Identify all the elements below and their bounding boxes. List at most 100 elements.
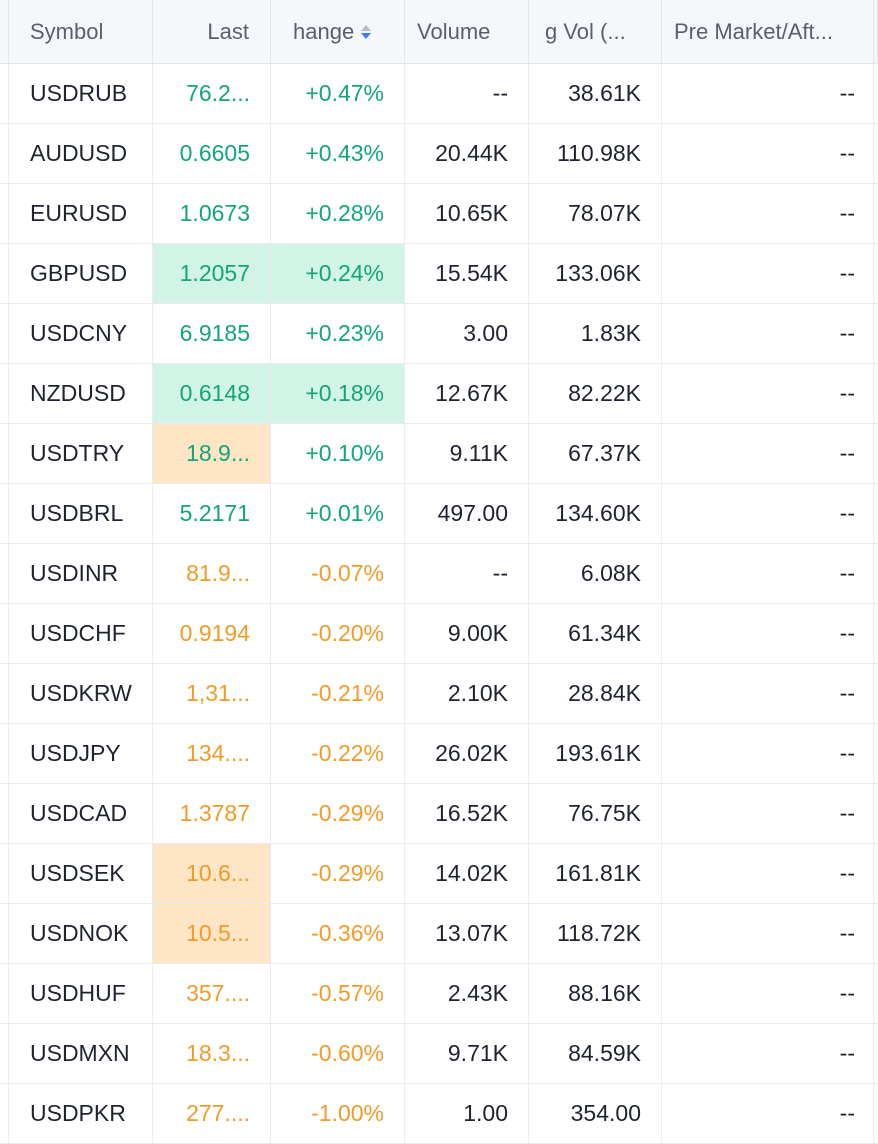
table-row[interactable]: USDPKR 277.... -1.00% 1.00 354.00 -- [0,1084,878,1144]
volume-cell: 14.02K [405,844,529,903]
last-price-cell: 277.... [153,1084,271,1143]
row-edge [874,484,878,543]
row-spacer [0,544,9,603]
row-spacer [0,844,9,903]
last-price-cell: 81.9... [153,544,271,603]
symbol-cell[interactable]: EURUSD [9,184,153,243]
table-row[interactable]: USDJPY 134.... -0.22% 26.02K 193.61K -- [0,724,878,784]
change-cell: +0.10% [271,424,405,483]
row-edge [874,664,878,723]
table-row[interactable]: USDTRY 18.9... +0.10% 9.11K 67.37K -- [0,424,878,484]
last-price-cell: 0.6605 [153,124,271,183]
last-price-cell: 1,31... [153,664,271,723]
volume-cell: -- [405,544,529,603]
symbol-cell[interactable]: USDSEK [9,844,153,903]
table-row[interactable]: USDCNY 6.9185 +0.23% 3.00 1.83K -- [0,304,878,364]
table-row[interactable]: USDCAD 1.3787 -0.29% 16.52K 76.75K -- [0,784,878,844]
symbol-cell[interactable]: USDCAD [9,784,153,843]
symbol-cell[interactable]: USDPKR [9,1084,153,1143]
symbol-cell[interactable]: USDCHF [9,604,153,663]
table-row[interactable]: USDNOK 10.5... -0.36% 13.07K 118.72K -- [0,904,878,964]
volume-cell: 20.44K [405,124,529,183]
table-row[interactable]: EURUSD 1.0673 +0.28% 10.65K 78.07K -- [0,184,878,244]
row-spacer [0,184,9,243]
symbol-cell[interactable]: USDINR [9,544,153,603]
header-pre-market[interactable]: Pre Market/Aft... [662,0,874,63]
sort-descending-icon[interactable] [361,24,372,39]
avg-volume-cell: 82.22K [529,364,662,423]
pre-market-cell: -- [662,184,874,243]
table-row[interactable]: USDINR 81.9... -0.07% -- 6.08K -- [0,544,878,604]
table-row[interactable]: USDMXN 18.3... -0.60% 9.71K 84.59K -- [0,1024,878,1084]
symbol-cell[interactable]: USDCNY [9,304,153,363]
avg-volume-cell: 78.07K [529,184,662,243]
last-price-cell: 10.5... [153,904,271,963]
change-cell: -0.60% [271,1024,405,1083]
change-cell: +0.01% [271,484,405,543]
header-symbol[interactable]: Symbol [9,0,153,63]
header-avg-vol-label: g Vol (... [545,18,626,44]
table-row[interactable]: USDKRW 1,31... -0.21% 2.10K 28.84K -- [0,664,878,724]
row-edge [874,364,878,423]
last-price-cell: 134.... [153,724,271,783]
table-row[interactable]: GBPUSD 1.2057 +0.24% 15.54K 133.06K -- [0,244,878,304]
table-row[interactable]: USDHUF 357.... -0.57% 2.43K 88.16K -- [0,964,878,1024]
symbol-cell[interactable]: AUDUSD [9,124,153,183]
row-spacer [0,484,9,543]
volume-cell: 13.07K [405,904,529,963]
symbol-cell[interactable]: NZDUSD [9,364,153,423]
table-row[interactable]: USDBRL 5.2171 +0.01% 497.00 134.60K -- [0,484,878,544]
table-row[interactable]: USDSEK 10.6... -0.29% 14.02K 161.81K -- [0,844,878,904]
row-edge [874,424,878,483]
pre-market-cell: -- [662,244,874,303]
header-avg-vol[interactable]: g Vol (... [529,0,662,63]
symbol-cell[interactable]: USDTRY [9,424,153,483]
table-row[interactable]: USDCHF 0.9194 -0.20% 9.00K 61.34K -- [0,604,878,664]
symbol-cell[interactable]: USDKRW [9,664,153,723]
change-cell: +0.24% [271,244,405,303]
volume-cell: -- [405,64,529,123]
volume-cell: 26.02K [405,724,529,783]
table-row[interactable]: USDRUB 76.2... +0.47% -- 38.61K -- [0,64,878,124]
table-row[interactable]: AUDUSD 0.6605 +0.43% 20.44K 110.98K -- [0,124,878,184]
last-price-cell: 1.3787 [153,784,271,843]
pre-market-cell: -- [662,724,874,783]
change-cell: -0.21% [271,664,405,723]
avg-volume-cell: 6.08K [529,544,662,603]
avg-volume-cell: 61.34K [529,604,662,663]
symbol-cell[interactable]: GBPUSD [9,244,153,303]
row-spacer [0,1024,9,1083]
header-volume[interactable]: Volume [405,0,529,63]
last-price-cell: 0.9194 [153,604,271,663]
row-spacer [0,904,9,963]
pre-market-cell: -- [662,964,874,1023]
change-cell: +0.47% [271,64,405,123]
pre-market-cell: -- [662,364,874,423]
volume-cell: 10.65K [405,184,529,243]
pre-market-cell: -- [662,1084,874,1143]
header-change[interactable]: hange [271,0,405,63]
change-cell: +0.28% [271,184,405,243]
volume-cell: 1.00 [405,1084,529,1143]
symbol-cell[interactable]: USDRUB [9,64,153,123]
symbol-cell[interactable]: USDNOK [9,904,153,963]
row-edge [874,244,878,303]
change-cell: +0.43% [271,124,405,183]
row-spacer [0,244,9,303]
volume-cell: 12.67K [405,364,529,423]
row-edge [874,64,878,123]
symbol-cell[interactable]: USDBRL [9,484,153,543]
avg-volume-cell: 354.00 [529,1084,662,1143]
row-edge [874,1024,878,1083]
symbol-cell[interactable]: USDHUF [9,964,153,1023]
pre-market-cell: -- [662,484,874,543]
change-cell: -0.29% [271,844,405,903]
symbol-cell[interactable]: USDMXN [9,1024,153,1083]
pre-market-cell: -- [662,64,874,123]
table-row[interactable]: NZDUSD 0.6148 +0.18% 12.67K 82.22K -- [0,364,878,424]
symbol-cell[interactable]: USDJPY [9,724,153,783]
last-price-cell: 6.9185 [153,304,271,363]
row-edge [874,724,878,783]
header-last[interactable]: Last [153,0,271,63]
pre-market-cell: -- [662,844,874,903]
